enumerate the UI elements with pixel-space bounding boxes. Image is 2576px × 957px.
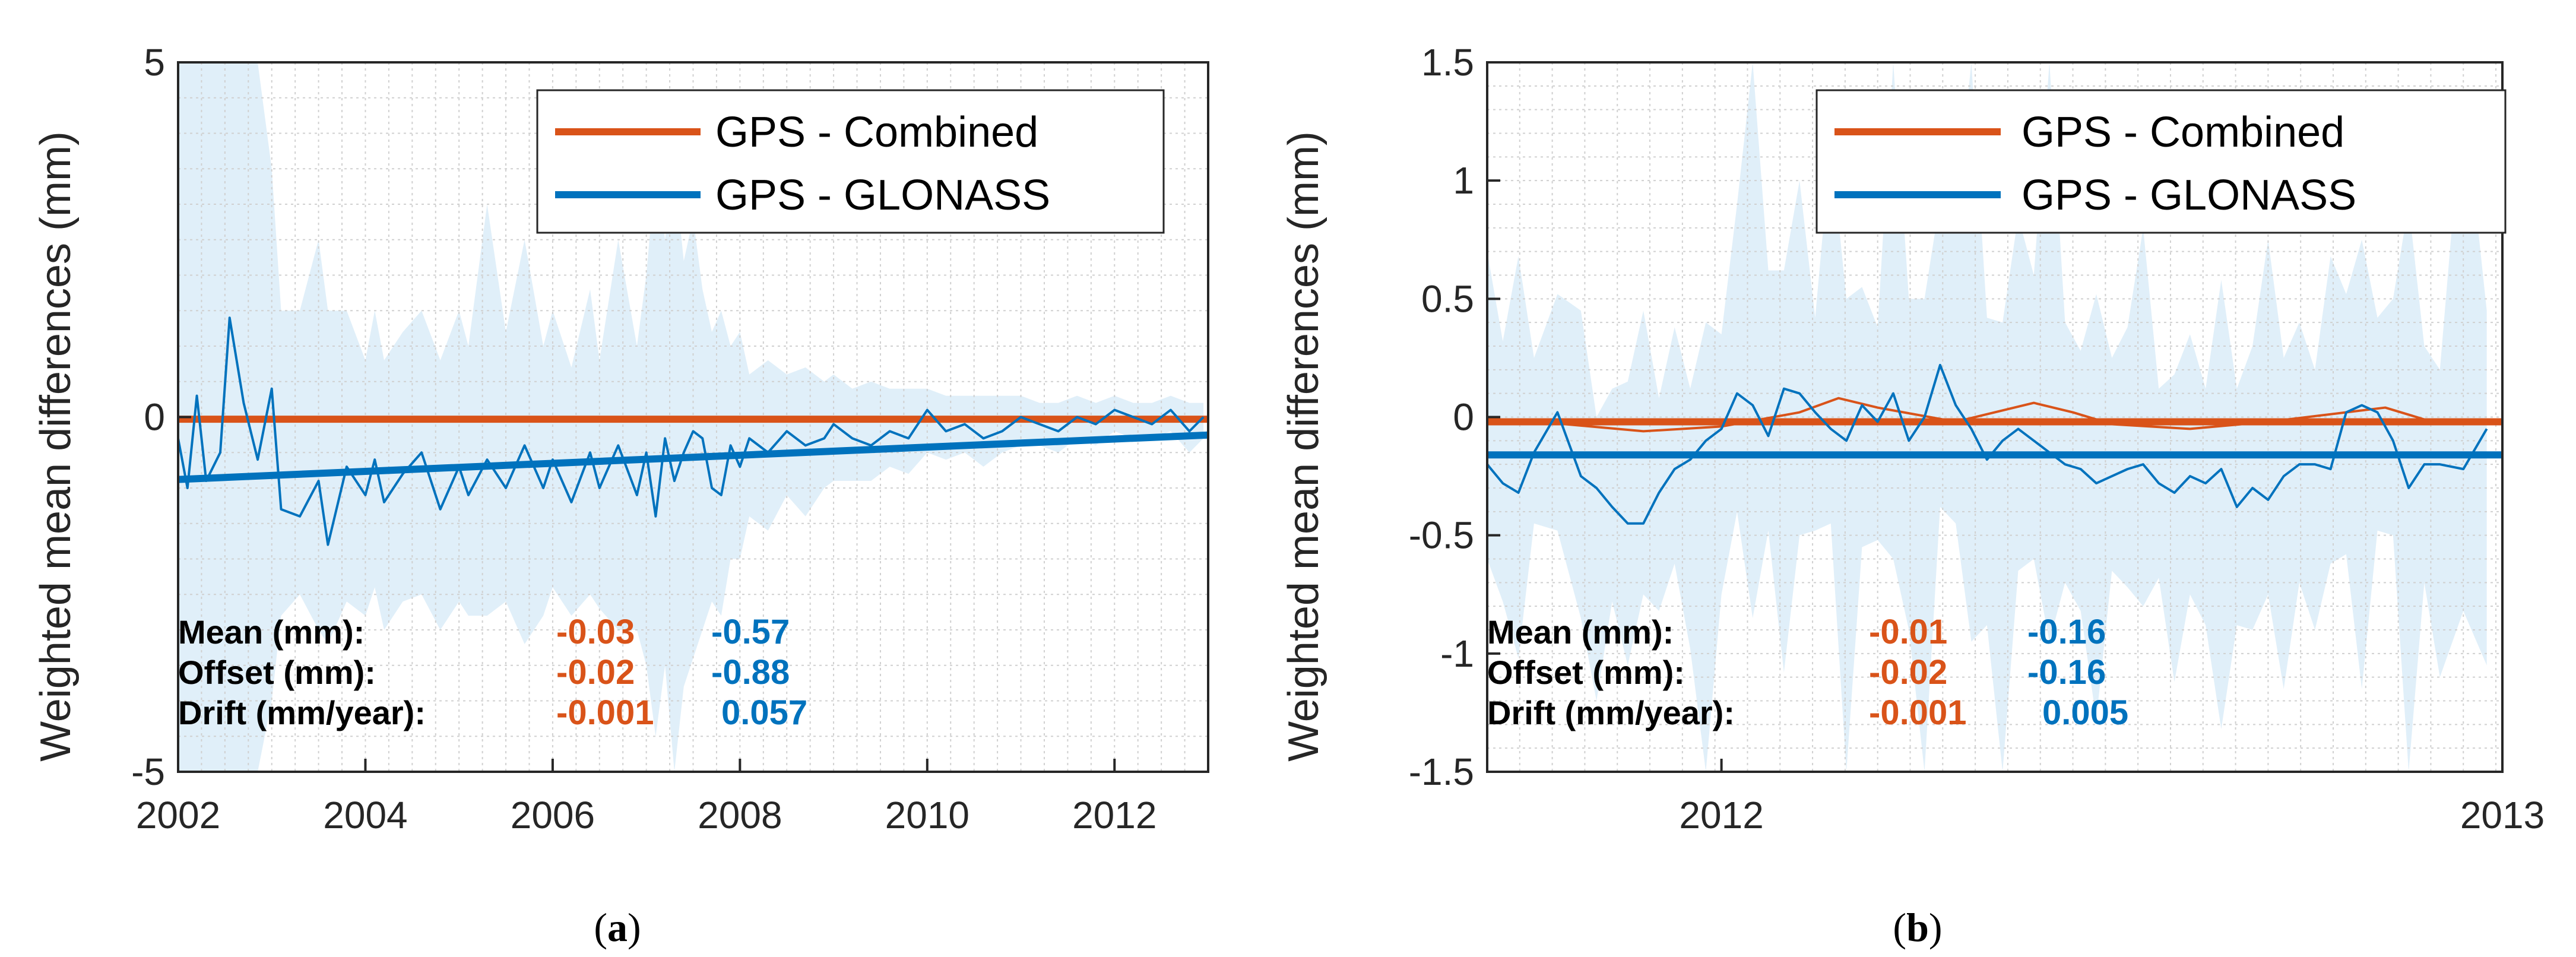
x-tick-label: 2008 <box>698 794 782 836</box>
legend-label-glonass: GPS - GLONASS <box>2021 172 2356 219</box>
stat-mean-glonass: -0.57 <box>711 613 790 651</box>
stat-label-mean: Mean (mm): <box>1487 613 1674 651</box>
stat-drift-combined: -0.001 <box>556 693 654 732</box>
stat-label-mean: Mean (mm): <box>178 613 365 651</box>
y-tick-label: -5 <box>131 750 165 793</box>
stat-offset-glonass: -0.88 <box>711 653 790 692</box>
stat-offset-combined: -0.02 <box>556 653 635 692</box>
stat-drift-combined: -0.001 <box>1869 693 1966 732</box>
stat-offset-glonass: -0.16 <box>2027 653 2106 692</box>
y-tick-label: 0 <box>144 396 165 439</box>
y-tick-label: -0.5 <box>1409 514 1474 557</box>
series-line-glonass <box>1486 363 2488 525</box>
legend-label-glonass: GPS - GLONASS <box>715 172 1050 219</box>
stat-label-offset: Offset (mm): <box>1487 654 1685 691</box>
panel-a: 2002 2004 2006 2008 2010 2012 -5 0 5 Weighted m… <box>32 41 1209 950</box>
y-tick-label: 5 <box>144 41 165 84</box>
stats-table: Mean (mm): -0.01 -0.16 Offset (mm): -0.0… <box>1487 613 2128 732</box>
x-axis-ticks: 2002 2004 2006 2008 2010 2012 <box>136 759 1156 836</box>
panel-caption: (a) <box>594 905 641 950</box>
stat-mean-combined: -0.03 <box>556 613 635 651</box>
panel-caption: (b) <box>1893 905 1942 950</box>
stat-label-drift: Drift (mm/year): <box>1487 694 1735 731</box>
y-tick-label: -1.5 <box>1409 750 1474 793</box>
caption-letter: b <box>1906 905 1929 950</box>
stat-offset-combined: -0.02 <box>1869 653 1947 692</box>
series-line-combined <box>1487 397 2503 433</box>
stat-label-drift: Drift (mm/year): <box>178 694 426 731</box>
stat-mean-glonass: -0.16 <box>2027 613 2106 651</box>
legend-box <box>536 89 1165 234</box>
stats-table: Mean (mm): -0.03 -0.57 Offset (mm): -0.0… <box>178 613 807 732</box>
x-tick-label: 2006 <box>511 794 595 836</box>
y-axis-label: Weighted mean differences (mm) <box>32 131 80 762</box>
caption-letter: a <box>607 905 628 950</box>
stat-drift-glonass: 0.057 <box>721 693 807 732</box>
legend: GPS - Combined GPS - GLONASS <box>1815 89 2507 234</box>
y-tick-label: -1 <box>1440 632 1474 675</box>
y-axis-ticks: -5 0 5 <box>131 41 191 793</box>
x-tick-label: 2012 <box>1679 794 1763 836</box>
legend: GPS - Combined GPS - GLONASS <box>536 89 1165 234</box>
series-lines <box>1486 363 2503 525</box>
stat-drift-glonass: 0.005 <box>2042 693 2128 732</box>
stat-mean-combined: -0.01 <box>1869 613 1947 651</box>
y-axis-label: Weighted mean differences (mm) <box>1280 131 1327 762</box>
panel-b: 2012 2013 -1.5 -1 -0.5 0 0.5 1 1.5 Weighted mea… <box>1280 41 2545 950</box>
x-tick-label: 2004 <box>323 794 407 836</box>
legend-box <box>1815 89 2507 234</box>
y-tick-label: 1.5 <box>1421 41 1474 84</box>
series-line-glonass-trend <box>178 431 1209 483</box>
y-tick-label: 0 <box>1453 396 1474 439</box>
y-tick-label: 0.5 <box>1421 277 1474 320</box>
x-tick-label: 2012 <box>1072 794 1156 836</box>
legend-label-combined: GPS - Combined <box>2021 109 2344 156</box>
stat-label-offset: Offset (mm): <box>178 654 376 691</box>
series-lines <box>177 316 1209 546</box>
y-tick-label: 1 <box>1453 159 1474 202</box>
x-tick-label: 2013 <box>2460 794 2545 836</box>
x-tick-label: 2002 <box>136 794 220 836</box>
series-line-glonass <box>177 316 1205 546</box>
legend-label-combined: GPS - Combined <box>715 109 1038 156</box>
y-axis-ticks: -1.5 -1 -0.5 0 0.5 1 1.5 <box>1409 41 1500 793</box>
x-axis-ticks: 2012 2013 <box>1679 759 2545 836</box>
x-tick-label: 2010 <box>885 794 969 836</box>
